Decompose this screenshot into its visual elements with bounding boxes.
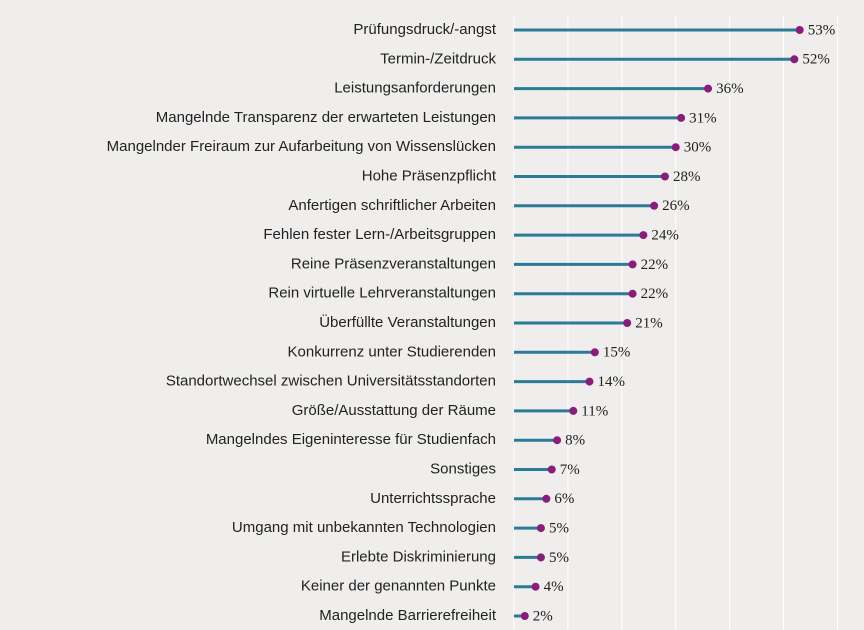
value-label: 15%: [603, 345, 631, 361]
dot: [639, 231, 648, 240]
category-label: Termin-/Zeitdruck: [380, 50, 496, 67]
dot: [704, 84, 713, 93]
category-label: Sonstiges: [430, 460, 496, 477]
dot: [623, 319, 632, 327]
category-label: Hohe Präsenzpflicht: [362, 167, 497, 184]
dot: [677, 113, 686, 122]
category-label: Anfertigen schriftlicher Arbeiten: [288, 197, 496, 214]
dot: [542, 494, 551, 503]
value-label: 28%: [673, 169, 701, 185]
value-label: 6%: [554, 491, 574, 507]
value-label: 2%: [533, 608, 553, 624]
dot: [790, 55, 799, 64]
value-label: 11%: [581, 403, 608, 419]
category-label: Mangelndes Eigeninteresse für Studienfac…: [206, 431, 496, 448]
value-label: 8%: [565, 433, 585, 449]
value-label: 5%: [549, 550, 569, 566]
value-label: 7%: [560, 462, 580, 478]
value-label: 26%: [662, 198, 690, 214]
value-label: 30%: [684, 140, 712, 156]
category-label: Konkurrenz unter Studierenden: [288, 343, 496, 360]
value-label: 4%: [544, 579, 564, 595]
category-label: Überfüllte Veranstaltungen: [319, 313, 496, 331]
category-label: Reine Präsenzveranstaltungen: [291, 255, 496, 272]
dot: [590, 348, 599, 357]
category-label: Unterrichtssprache: [370, 490, 496, 507]
value-label: 14%: [597, 374, 625, 390]
dot: [628, 260, 637, 269]
category-label: Rein virtuelle Lehrveranstaltungen: [268, 285, 496, 302]
dot: [795, 26, 804, 34]
category-label: Mangelnde Transparenz der erwarteten Lei…: [156, 109, 496, 126]
value-label: 21%: [635, 315, 663, 331]
value-label: 53%: [808, 22, 836, 38]
value-label: 31%: [689, 110, 717, 126]
value-label: 22%: [641, 286, 669, 302]
dot: [547, 465, 556, 474]
category-label: Fehlen fester Lern-/Arbeitsgruppen: [263, 226, 496, 243]
dot: [520, 612, 529, 620]
category-label: Standortwechsel zwischen Universitätssta…: [166, 373, 496, 390]
dot: [628, 289, 637, 298]
dot: [531, 582, 540, 591]
dot: [536, 553, 545, 562]
value-label: 52%: [802, 52, 830, 68]
dot: [660, 172, 669, 181]
category-label: Leistungsanforderungen: [334, 80, 496, 97]
dot: [650, 201, 659, 210]
category-label: Größe/Ausstattung der Räume: [292, 402, 496, 419]
category-label: Umgang mit unbekannten Technologien: [232, 519, 496, 536]
value-label: 24%: [651, 228, 679, 244]
category-label: Keiner der genannten Punkte: [301, 578, 496, 595]
plot-background: [8, 15, 864, 630]
value-label: 36%: [716, 81, 744, 97]
dot: [569, 406, 578, 415]
value-label: 22%: [641, 257, 669, 273]
category-label: Erlebte Diskriminierung: [341, 548, 496, 565]
dot: [553, 436, 562, 445]
value-label: 5%: [549, 521, 569, 537]
category-label: Mangelnder Freiraum zur Aufarbeitung von…: [107, 138, 496, 155]
category-label: Prüfungsdruck/-angst: [353, 21, 496, 38]
category-label: Mangelnde Barrierefreiheit: [319, 607, 497, 624]
dot: [585, 377, 594, 386]
dot: [671, 143, 680, 152]
dot: [536, 524, 545, 533]
